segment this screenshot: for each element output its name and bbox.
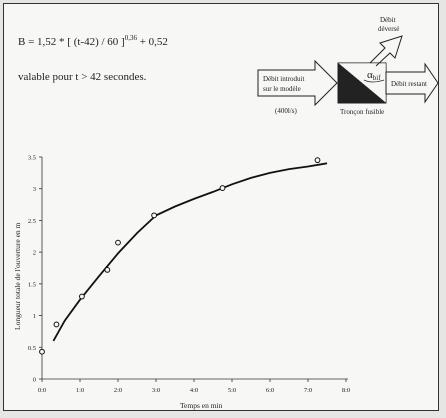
formula-prefix: B = 1,52 * [ (t-42) / 60 ] bbox=[18, 36, 125, 48]
data-point bbox=[219, 185, 226, 191]
remaining-flow-label: Débit restant bbox=[391, 80, 427, 88]
y-tick-label: 2 bbox=[33, 250, 36, 257]
data-point bbox=[151, 212, 158, 219]
x-tick-label: 1:0 bbox=[76, 387, 84, 394]
x-tick-label: 8:0 bbox=[342, 387, 350, 394]
alpha-angle-arc bbox=[363, 79, 385, 83]
x-tick-label: 3:0 bbox=[152, 387, 160, 394]
bifurcation-diagram: Débit introduit sur le modèle (400l/s) α… bbox=[257, 16, 439, 116]
alpha-label: αbif bbox=[367, 69, 381, 82]
data-point bbox=[53, 321, 60, 328]
x-tick-label: 7:0 bbox=[304, 387, 312, 394]
x-axis-ticks: 0:0 1:0 2:0 3:0 4:0 5:0 6:0 7:0 8:0 bbox=[38, 379, 350, 394]
y-axis-label: Longueur totale de l'ouverture en m bbox=[13, 222, 22, 330]
chart: 0 0.5 1 1.5 2 2.5 3 3.5 0:0 1:0 2:0 3:0 4:0 5:0 6:0 7:… bbox=[13, 155, 350, 411]
x-tick-label: 0:0 bbox=[38, 387, 46, 394]
input-flow-label-line2: sur le modèle bbox=[263, 85, 301, 93]
x-tick-label: 6:0 bbox=[266, 387, 274, 394]
input-flow-arrow bbox=[257, 59, 338, 107]
spill-label-line2: déversé bbox=[378, 25, 399, 33]
formula-text: B = 1,52 * [ (t-42) / 60 ]0,36 + 0,52 bbox=[18, 34, 168, 48]
y-tick-label: 0 bbox=[33, 377, 36, 384]
data-point bbox=[314, 157, 321, 164]
formula-suffix: + 0,52 bbox=[137, 36, 168, 48]
y-tick-label: 0.5 bbox=[28, 345, 36, 352]
x-tick-label: 4:0 bbox=[190, 387, 198, 394]
x-tick-label: 5:0 bbox=[228, 387, 236, 394]
fit-curve bbox=[52, 162, 328, 342]
y-tick-label: 1.5 bbox=[28, 281, 36, 288]
data-points bbox=[39, 157, 321, 355]
x-axis-label: Temps en min bbox=[180, 401, 223, 410]
formula-exponent: 0,36 bbox=[125, 34, 138, 42]
y-axis-ticks: 0 0.5 1 1.5 2 2.5 3 3.5 bbox=[28, 155, 42, 384]
remaining-flow-arrow bbox=[385, 62, 439, 104]
y-tick-label: 3 bbox=[33, 186, 36, 193]
fuse-label: Tronçon fusible bbox=[340, 108, 384, 116]
data-point bbox=[79, 293, 85, 300]
x-tick-label: 2:0 bbox=[114, 387, 122, 394]
data-point bbox=[39, 348, 45, 355]
y-tick-label: 2.5 bbox=[28, 218, 36, 225]
data-point bbox=[115, 239, 121, 246]
validity-text: valable pour t > 42 secondes. bbox=[18, 71, 147, 83]
y-tick-label: 3.5 bbox=[28, 155, 36, 162]
data-point bbox=[104, 267, 111, 273]
input-flow-rate: (400l/s) bbox=[275, 107, 297, 115]
spill-flow-arrow bbox=[369, 35, 403, 67]
input-flow-label-line1: Débit introduit bbox=[263, 75, 304, 83]
y-tick-label: 1 bbox=[33, 313, 36, 320]
spill-label-line1: Débit bbox=[380, 16, 396, 24]
